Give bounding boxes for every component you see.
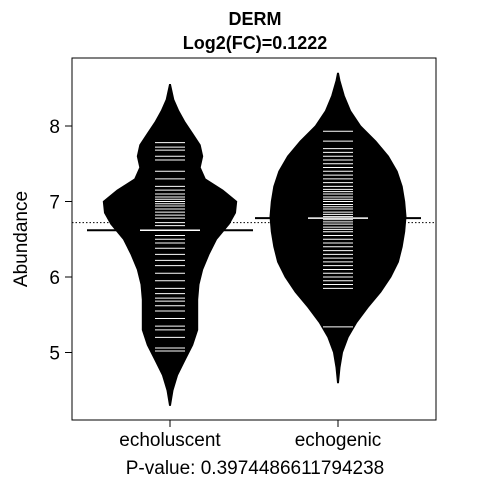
chart-subtitle: Log2(FC)=0.1222 [183, 33, 328, 53]
y-tick-label: 5 [49, 344, 60, 365]
y-axis: 5 6 7 8 [49, 117, 73, 365]
x-axis: echoluscent echogenic [119, 419, 382, 451]
bean-echoluscent [87, 84, 253, 406]
y-axis-label: Abundance [11, 191, 32, 287]
y-tick-label: 7 [49, 193, 60, 214]
bean-echogenic [255, 72, 421, 384]
y-tick-label: 8 [49, 117, 60, 138]
chart-title: DERM [229, 9, 282, 29]
bean-density-echoluscent [102, 84, 238, 406]
bean-density-echogenic [269, 72, 407, 384]
x-tick-label: echogenic [295, 430, 382, 451]
x-axis-label: P-value: 0.3974486611794238 [126, 458, 385, 479]
plot-area [72, 72, 436, 406]
y-tick-label: 6 [49, 268, 60, 289]
x-tick-label: echoluscent [119, 430, 221, 451]
